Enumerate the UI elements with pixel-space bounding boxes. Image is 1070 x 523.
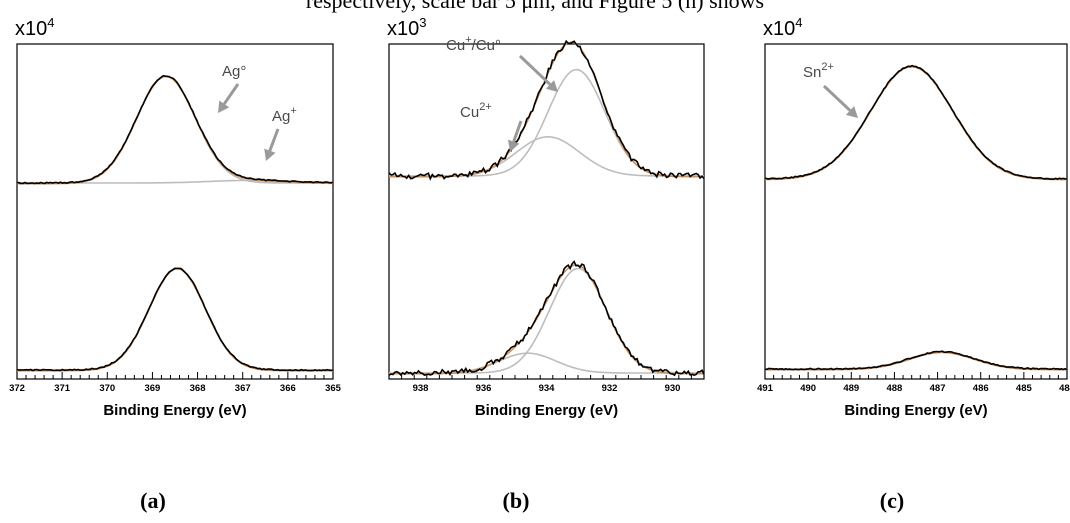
- annotation-label: Cu2+: [460, 101, 492, 121]
- tick-label: 484: [1059, 383, 1070, 394]
- fit-envelope-upper: [389, 41, 704, 178]
- annotation-base: Sn: [803, 64, 821, 81]
- tick-label: 489: [843, 383, 859, 394]
- panel-label-a: (a): [140, 488, 166, 513]
- axis-multiplier-base: x10: [15, 18, 47, 40]
- spectrum-upper: [16, 74, 334, 185]
- annotation-arrow-shaft: [223, 83, 240, 105]
- chart-panel-a: x104 372 371 370 369 368 367 366 365 Binding Ener…: [9, 15, 342, 419]
- tick-label: 486: [973, 383, 989, 394]
- annotation-arrow-shaft: [518, 54, 552, 86]
- annotation-label: Sn2+: [803, 61, 834, 81]
- plot-frame: [388, 43, 705, 380]
- tick-label: 368: [190, 383, 206, 394]
- annotation-arrow-shaft: [822, 84, 852, 112]
- chart-panel-b: x103 938 936 934 932 930 Binding Energy (eV) Cu…: [387, 15, 705, 419]
- tick-label: 370: [99, 383, 115, 394]
- spectrum-lower: [388, 260, 705, 377]
- axis-multiplier: x104: [763, 15, 802, 40]
- spectrum-upper: [388, 39, 705, 181]
- fit-component-lower-0: [765, 351, 1067, 370]
- annotation-arrow-head: [508, 139, 520, 152]
- axis-multiplier: x103: [387, 15, 426, 40]
- tick-label: 490: [800, 383, 816, 394]
- annotation-arrow-head: [845, 106, 858, 118]
- tick-label: 936: [476, 383, 492, 394]
- annotation-base: Cu: [460, 104, 479, 121]
- tick-label: 491: [757, 383, 774, 394]
- annotation-arrow-shaft: [512, 120, 523, 143]
- plot-frame: [764, 43, 1068, 380]
- annotation-arrow-head: [545, 80, 558, 92]
- tick-label: 369: [144, 383, 160, 394]
- tick-label: 365: [325, 383, 342, 394]
- tick-label: 488: [886, 383, 902, 394]
- fit-envelope-upper: [765, 66, 1067, 181]
- top-text: respectively, scale bar 5 μm, and Figure…: [305, 0, 765, 13]
- tick-label: 938: [413, 383, 429, 394]
- annotation-base: Ag°: [222, 63, 246, 80]
- axis-multiplier-base: x10: [387, 18, 419, 40]
- tick-label: 932: [602, 383, 618, 394]
- fit-component-upper-0: [389, 68, 704, 177]
- tick-label: 367: [235, 383, 251, 394]
- annotation-arrow-head: [264, 148, 276, 161]
- x-axis-label: Binding Energy (eV): [103, 402, 246, 419]
- axis-multiplier: x104: [15, 15, 54, 40]
- annotation-sup: +: [465, 34, 471, 46]
- tick-label: 487: [930, 383, 946, 394]
- clipped-top-text: respectively, scale bar 5 μm, and Figure…: [0, 0, 1070, 22]
- axis-multiplier-exponent: 4: [795, 15, 802, 30]
- axis-multiplier-base: x10: [763, 18, 795, 40]
- axis-multiplier-exponent: 3: [419, 15, 426, 30]
- spectrum-lower: [16, 267, 334, 372]
- x-axis-label: Binding Energy (eV): [475, 402, 618, 419]
- annotation-base: Cu: [446, 37, 465, 54]
- annotation-label: Cu+/Cu°: [446, 34, 501, 54]
- annotation-sup: 2+: [821, 61, 834, 73]
- annotation-label: Ag°: [222, 63, 246, 80]
- spectrum-upper: [764, 64, 1068, 181]
- chart-panel-c: x104 491 490 489 488 487 486 485 484 Binding Ener…: [757, 15, 1070, 419]
- tick-label: 485: [1016, 383, 1033, 394]
- axis-multiplier-exponent: 4: [47, 15, 54, 30]
- spectrum-lower: [764, 350, 1068, 371]
- annotation-base: Ag: [272, 108, 290, 125]
- annotation-suffix: /Cu°: [472, 37, 501, 54]
- annotation-label: Ag+: [272, 105, 297, 125]
- annotation-arrow-head: [218, 100, 230, 113]
- fit-envelope-lower: [17, 268, 333, 372]
- tick-label: 930: [665, 383, 681, 394]
- fit-component-lower-1: [389, 352, 704, 374]
- plot-frame: [16, 43, 334, 380]
- fit-component-upper-0: [17, 75, 333, 184]
- tick-label: 366: [280, 383, 296, 394]
- annotation-sup: 2+: [479, 101, 492, 113]
- tick-label: 934: [539, 383, 556, 394]
- annotation-sup: +: [290, 105, 296, 117]
- fit-component-upper-0: [765, 65, 1067, 180]
- tick-label: 371: [54, 383, 71, 394]
- fit-component-lower-0: [17, 267, 333, 371]
- panel-label-c: (c): [879, 488, 905, 513]
- tick-label: 372: [9, 383, 25, 394]
- panel-label-b: (b): [502, 488, 530, 513]
- x-axis-label: Binding Energy (eV): [844, 402, 987, 419]
- fit-component-upper-1: [389, 136, 704, 177]
- fit-envelope-upper: [17, 75, 333, 185]
- annotation-arrow-shaft: [268, 128, 280, 152]
